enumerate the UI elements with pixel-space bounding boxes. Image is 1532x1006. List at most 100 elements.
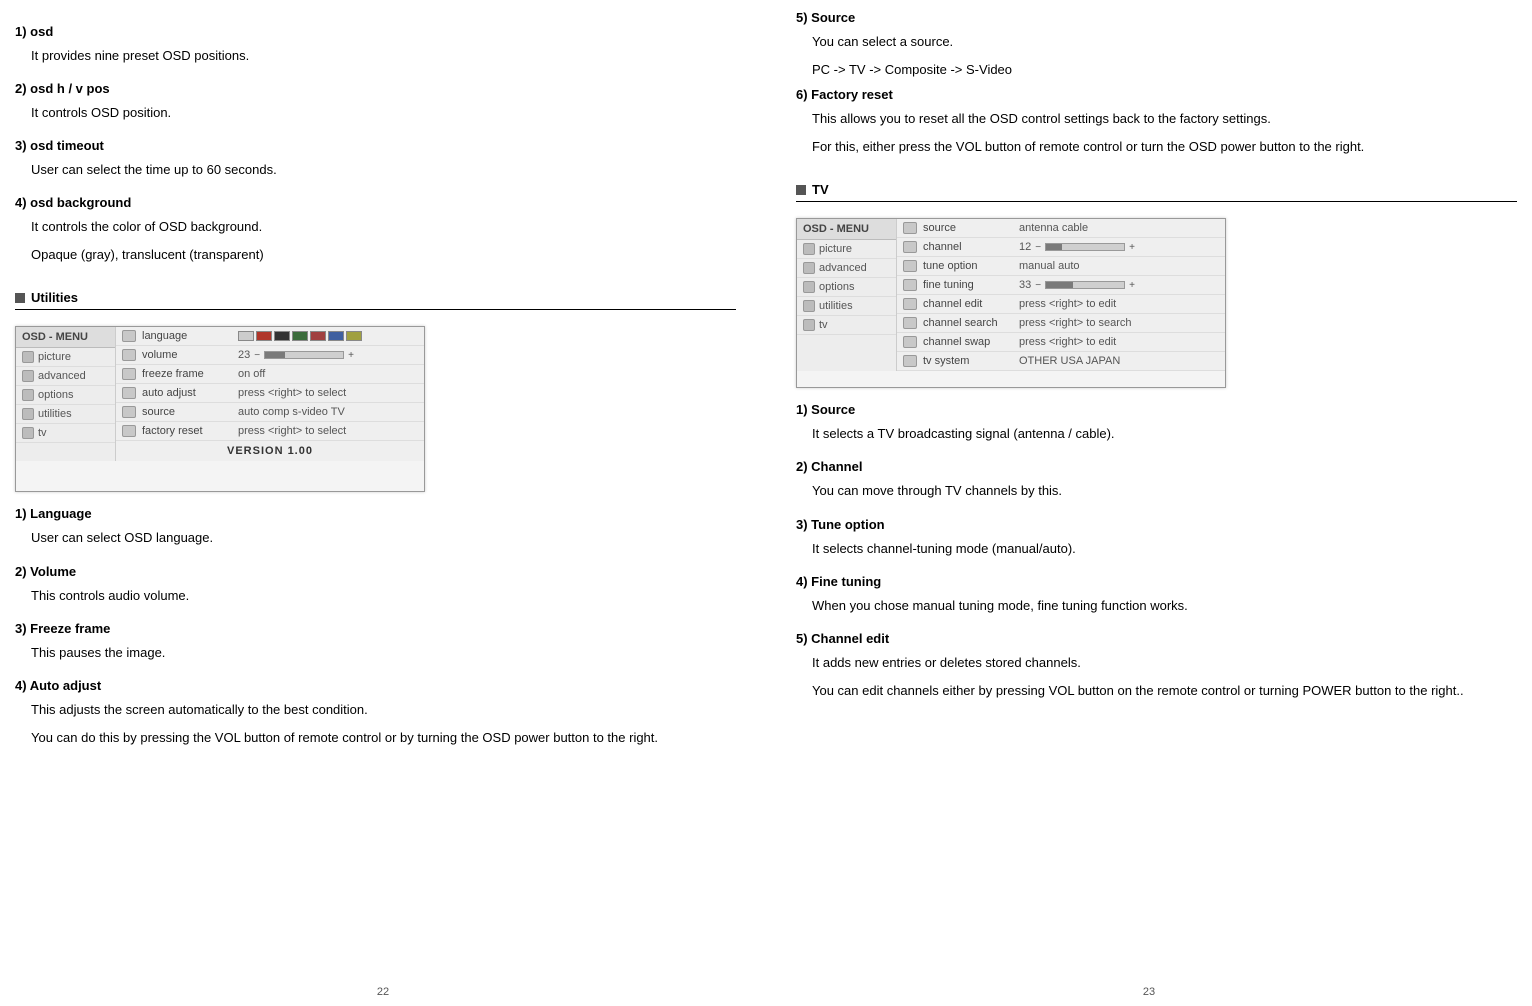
osd-sidebar-item: picture: [16, 348, 115, 367]
sidebar-label: options: [819, 281, 854, 293]
menu-icon: [803, 262, 815, 274]
slider-track: [264, 351, 344, 359]
item-desc: It selects a TV broadcasting signal (ant…: [812, 423, 1517, 445]
item-desc: You can do this by pressing the VOL butt…: [31, 727, 736, 749]
osd-sidebar-item: options: [16, 386, 115, 405]
section-title: Utilities: [31, 290, 78, 305]
slider-fill: [265, 352, 285, 358]
section-rule: [15, 309, 736, 310]
menu-icon: [803, 281, 815, 293]
item-title: 5) Source: [796, 10, 1517, 25]
osd-sidebar-item: tv: [797, 316, 896, 335]
slider-num: 33: [1019, 279, 1031, 291]
slider: 12 − +: [1019, 241, 1219, 253]
sidebar-label: tv: [819, 319, 828, 331]
osd-sidebar-item: tv: [16, 424, 115, 443]
sidebar-label: picture: [819, 243, 852, 255]
menu-icon: [803, 243, 815, 255]
menu-icon: [803, 300, 815, 312]
slider-track: [1045, 243, 1125, 251]
item-desc: For this, either press the VOL button of…: [812, 136, 1517, 158]
slider: 33 − +: [1019, 279, 1219, 291]
section-tv-header: TV: [796, 182, 1517, 197]
row-icon: [903, 279, 917, 291]
row-value: press <right> to select: [238, 425, 418, 437]
flag-icon: [328, 331, 344, 341]
item-desc: User can select the time up to 60 second…: [31, 159, 736, 181]
osd-version: VERSION 1.00: [116, 441, 424, 461]
row-value: on off: [238, 368, 418, 380]
row-icon: [122, 406, 136, 418]
item-title: 2) Channel: [796, 459, 1517, 474]
osd-sidebar: OSD - MENU picture advanced options util…: [16, 327, 116, 461]
flag-icon: [256, 331, 272, 341]
section-utilities-header: Utilities: [15, 290, 736, 305]
item-tv-channel: 2) Channel You can move through TV chann…: [796, 459, 1517, 502]
osd-row-source: source auto comp s-video TV: [116, 403, 424, 422]
row-icon: [122, 425, 136, 437]
flag-icon: [238, 331, 254, 341]
item-source: 5) Source You can select a source. PC ->…: [796, 10, 1517, 81]
flag-icon: [292, 331, 308, 341]
minus-icon: −: [1035, 242, 1041, 253]
item-osd-timeout: 3) osd timeout User can select the time …: [15, 138, 736, 181]
row-label: freeze frame: [142, 368, 232, 380]
menu-icon: [22, 427, 34, 439]
flag-icon: [274, 331, 290, 341]
flag-icon: [310, 331, 326, 341]
item-desc: User can select OSD language.: [31, 527, 736, 549]
row-value: auto comp s-video TV: [238, 406, 418, 418]
row-value: antenna cable: [1019, 222, 1219, 234]
row-icon: [903, 222, 917, 234]
item-tv-finetuning: 4) Fine tuning When you chose manual tun…: [796, 574, 1517, 617]
item-language: 1) Language User can select OSD language…: [15, 506, 736, 549]
square-bullet-icon: [796, 185, 806, 195]
osd-sidebar-item: utilities: [797, 297, 896, 316]
osd-bottom-pad: [16, 461, 424, 491]
item-freeze: 3) Freeze frame This pauses the image.: [15, 621, 736, 664]
page-left: 1) osd It provides nine preset OSD posit…: [0, 0, 766, 1006]
item-desc: You can edit channels either by pressing…: [812, 680, 1517, 702]
section-rule: [796, 201, 1517, 202]
item-tv-tuneoption: 3) Tune option It selects channel-tuning…: [796, 517, 1517, 560]
item-desc: It controls the color of OSD background.: [31, 216, 736, 238]
osd-row-tuneoption: tune option manual auto: [897, 257, 1225, 276]
item-title: 1) Language: [15, 506, 736, 521]
slider-track: [1045, 281, 1125, 289]
item-desc: When you chose manual tuning mode, fine …: [812, 595, 1517, 617]
item-osd-background: 4) osd background It controls the color …: [15, 195, 736, 266]
osd-row-tvsystem: tv system OTHER USA JAPAN: [897, 352, 1225, 371]
row-label: tv system: [923, 355, 1013, 367]
sidebar-label: advanced: [38, 370, 86, 382]
osd-sidebar: OSD - MENU picture advanced options util…: [797, 219, 897, 371]
row-icon: [903, 355, 917, 367]
item-osd-hv: 2) osd h / v pos It controls OSD positio…: [15, 81, 736, 124]
row-label: channel: [923, 241, 1013, 253]
row-value: press <right> to select: [238, 387, 418, 399]
row-value: press <right> to edit: [1019, 298, 1219, 310]
item-title: 5) Channel edit: [796, 631, 1517, 646]
item-desc: This pauses the image.: [31, 642, 736, 664]
osd-sidebar-item: utilities: [16, 405, 115, 424]
slider-num: 23: [238, 349, 250, 361]
item-title: 4) Fine tuning: [796, 574, 1517, 589]
sidebar-label: utilities: [819, 300, 853, 312]
section-title: TV: [812, 182, 829, 197]
row-icon: [122, 330, 136, 342]
menu-icon: [22, 408, 34, 420]
row-label: channel edit: [923, 298, 1013, 310]
row-label: tune option: [923, 260, 1013, 272]
osd-sidebar-item: advanced: [797, 259, 896, 278]
item-desc: This controls audio volume.: [31, 585, 736, 607]
slider-fill: [1046, 282, 1073, 288]
osd-bottom-pad: [797, 371, 1225, 387]
row-label: source: [923, 222, 1013, 234]
item-osd: 1) osd It provides nine preset OSD posit…: [15, 24, 736, 67]
sidebar-label: utilities: [38, 408, 72, 420]
item-desc: It adds new entries or deletes stored ch…: [812, 652, 1517, 674]
item-title: 3) Tune option: [796, 517, 1517, 532]
sidebar-label: advanced: [819, 262, 867, 274]
osd-row-channelsearch: channel search press <right> to search: [897, 314, 1225, 333]
item-tv-channeledit: 5) Channel edit It adds new entries or d…: [796, 631, 1517, 702]
row-icon: [122, 387, 136, 399]
